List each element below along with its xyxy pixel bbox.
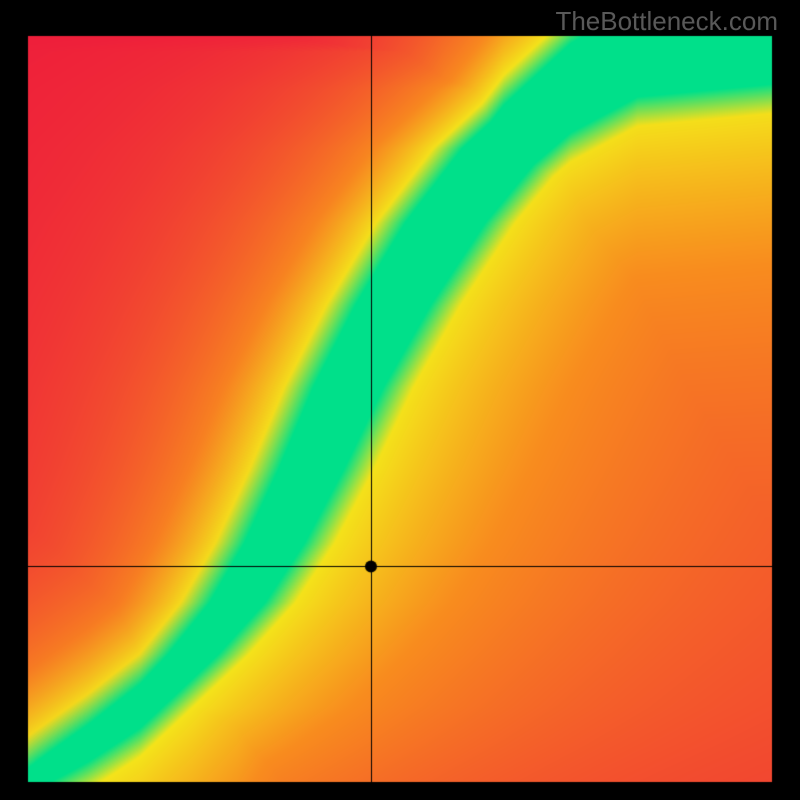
chart-container: TheBottleneck.com <box>0 0 800 800</box>
heatmap-canvas <box>0 0 800 800</box>
watermark-text: TheBottleneck.com <box>555 6 778 37</box>
